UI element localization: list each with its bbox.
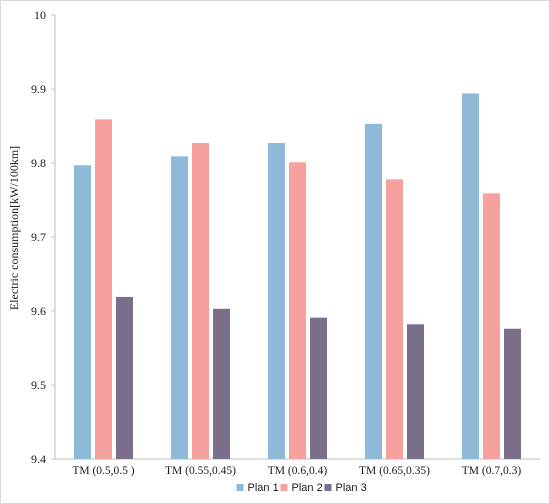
x-category-label: TM (0.55,0.45) <box>165 465 236 477</box>
bar-plan-3 <box>213 308 230 459</box>
bar-plan-2 <box>386 179 403 459</box>
bar-plan-1 <box>268 143 285 459</box>
x-category-label: TM (0.5,0.5 ) <box>72 465 134 477</box>
bar-plan-2 <box>192 143 209 459</box>
bar-plan-1 <box>171 156 188 459</box>
legend: Plan 1 Plan 2 Plan 3 <box>236 482 367 494</box>
bar-plan-3 <box>116 296 133 459</box>
y-tick-label: 9.5 <box>31 378 46 392</box>
bar-plan-2 <box>289 162 306 459</box>
legend-label: Plan 2 <box>292 482 323 494</box>
bars <box>74 93 521 459</box>
legend-swatch <box>236 484 244 491</box>
y-tick-label: 10 <box>34 8 46 22</box>
legend-label: Plan 3 <box>336 482 367 494</box>
bar-plan-1 <box>462 93 479 459</box>
y-tick-label: 9.4 <box>31 452 46 466</box>
y-tick-labels: 9.4 9.5 9.6 9.7 9.8 9.9 10 <box>31 8 55 466</box>
bar-plan-2 <box>483 193 500 459</box>
x-category-label: TM (0.65,0.35) <box>359 465 430 477</box>
x-category-label: TM (0.7,0.3) <box>462 465 522 477</box>
bar-plan-1 <box>74 165 91 459</box>
bar-plan-3 <box>504 328 521 459</box>
bar-plan-2 <box>95 119 112 459</box>
y-axis-title-group: Electric consumption[kW/100km] <box>7 146 21 310</box>
bar-plan-3 <box>310 317 327 459</box>
y-axis-title: Electric consumption[kW/100km] <box>7 146 21 310</box>
y-tick-label: 9.6 <box>31 304 46 318</box>
x-category-label: TM (0.6,0.4) <box>268 465 328 477</box>
bar-plan-1 <box>365 123 382 459</box>
legend-swatch <box>324 484 332 491</box>
legend-swatch <box>280 484 288 491</box>
bar-plan-3 <box>407 324 424 459</box>
y-tick-label: 9.7 <box>31 230 46 244</box>
legend-label: Plan 1 <box>248 482 279 494</box>
category-labels: TM (0.5,0.5 ) TM (0.55,0.45) TM (0.6,0.4) T… <box>72 465 521 477</box>
y-tick-label: 9.9 <box>31 82 46 96</box>
y-tick-label: 9.8 <box>31 156 46 170</box>
